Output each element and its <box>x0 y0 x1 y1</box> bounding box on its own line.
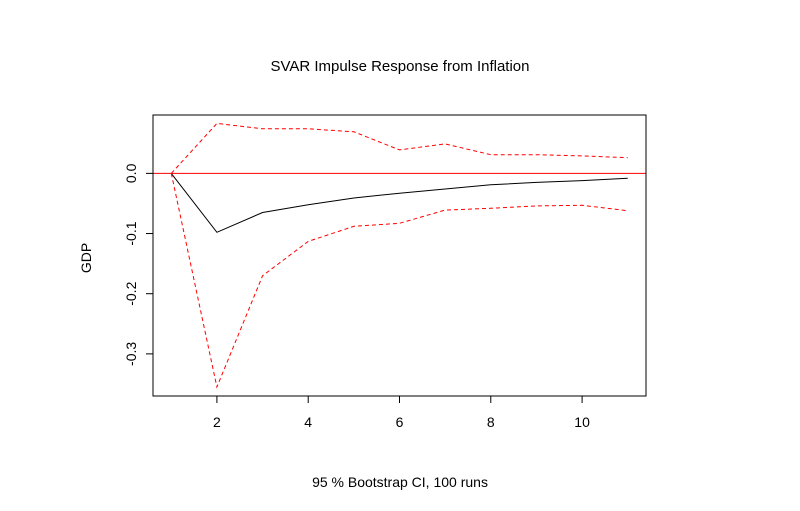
x-tick-label: 10 <box>574 414 590 430</box>
y-tick-label: -0.1 <box>123 221 139 245</box>
plot-frame <box>152 114 647 397</box>
x-tick-label: 6 <box>396 414 404 430</box>
y-tick-label: -0.3 <box>123 342 139 366</box>
lines-layer <box>153 122 646 389</box>
y-tick-label: -0.2 <box>123 281 139 305</box>
x-axis-label: 95 % Bootstrap CI, 100 runs <box>312 474 488 490</box>
x-tick-label: 4 <box>304 414 312 430</box>
x-tick-label: 8 <box>487 414 495 430</box>
y-tick-label: 0.0 <box>123 163 139 183</box>
x-tick-label: 2 <box>213 414 221 430</box>
chart-title: SVAR Impulse Response from Inflation <box>270 58 530 75</box>
upper-ci-series-line <box>170 122 628 174</box>
response-series-line <box>170 173 628 233</box>
axes-layer: 2 4 6 8 10 0.0 -0.1 -0.2 -0.3 <box>123 163 590 430</box>
lower-ci-series-line <box>170 173 628 389</box>
